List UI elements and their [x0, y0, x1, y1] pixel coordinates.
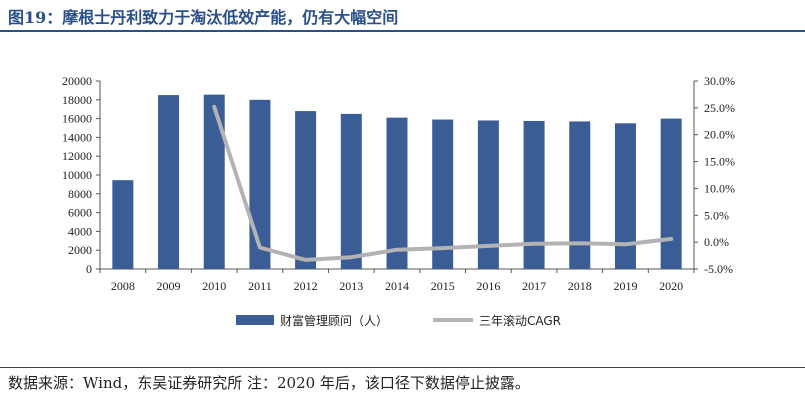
x-tick-label: 2020 [659, 279, 683, 293]
legend-label-bar: 财富管理顾问（人） [280, 313, 388, 328]
y-right-tick-label: 30.0% [704, 74, 735, 88]
x-tick-label: 2014 [385, 279, 409, 293]
y-left-tick-label: 8000 [68, 187, 92, 201]
y-right-tick-label: 10.0% [704, 181, 735, 195]
y-right-tick-label: 5.0% [704, 208, 729, 222]
source-note: 数据来源：Wind，东吴证券研究所 注：2020 年后，该口径下数据停止披露。 [8, 374, 530, 392]
y-left-tick-label: 6000 [68, 206, 92, 220]
x-tick-label: 2015 [431, 279, 455, 293]
x-tick-label: 2010 [202, 279, 226, 293]
tick-labels: 0 2000 4000 6000 8000 10000 12000 14000 16000 180… [62, 74, 735, 293]
y-left-tick-label: 16000 [62, 112, 92, 126]
x-tick-label: 2019 [613, 279, 637, 293]
x-tick-label: 2013 [339, 279, 363, 293]
bar [614, 123, 636, 269]
y-right-tick-label: 20.0% [704, 128, 735, 142]
source-rule [0, 367, 805, 368]
y-left-tick-label: 12000 [62, 149, 92, 163]
x-tick-label: 2009 [157, 279, 181, 293]
bar-series [112, 94, 682, 270]
y-left-tick-label: 4000 [68, 224, 92, 238]
y-right-tick-label: -5.0% [704, 262, 733, 276]
x-tick-label: 2016 [476, 279, 500, 293]
y-left-tick-label: 10000 [62, 168, 92, 182]
y-left-tick-label: 0 [86, 262, 92, 276]
y-left-tick-label: 18000 [62, 93, 92, 107]
bar [203, 94, 225, 269]
bar [477, 120, 499, 269]
y-right-tick-label: 25.0% [704, 101, 735, 115]
legend-swatch-bar [236, 315, 274, 325]
bar [158, 95, 180, 269]
y-right-tick-label: 0.0% [704, 235, 729, 249]
x-tick-label: 2011 [248, 279, 272, 293]
chart-area: 0 2000 4000 6000 8000 10000 12000 14000 16000 180… [62, 74, 735, 328]
x-tick-label: 2018 [568, 279, 592, 293]
x-tick-label: 2012 [294, 279, 318, 293]
title-rule [0, 30, 805, 32]
bar [432, 119, 454, 269]
bar [660, 118, 682, 269]
bar [523, 120, 545, 269]
x-tick-label: 2017 [522, 279, 546, 293]
bar [295, 111, 317, 269]
bar [112, 180, 134, 269]
bar [569, 121, 591, 269]
figure-title: 图19：摩根士丹利致力于淘汰低效产能，仍有大幅空间 [8, 8, 399, 27]
legend: 财富管理顾问（人） 三年滚动CAGR [236, 313, 561, 328]
y-left-tick-label: 14000 [62, 130, 92, 144]
y-right-tick-label: 15.0% [704, 155, 735, 169]
legend-label-line: 三年滚动CAGR [479, 313, 561, 328]
cagr-line [212, 104, 674, 262]
y-left-tick-label: 20000 [62, 74, 92, 88]
bar [340, 113, 362, 270]
y-left-tick-label: 2000 [68, 243, 92, 257]
x-tick-label: 2008 [111, 279, 135, 293]
bar [386, 117, 408, 269]
line-series [212, 104, 674, 262]
